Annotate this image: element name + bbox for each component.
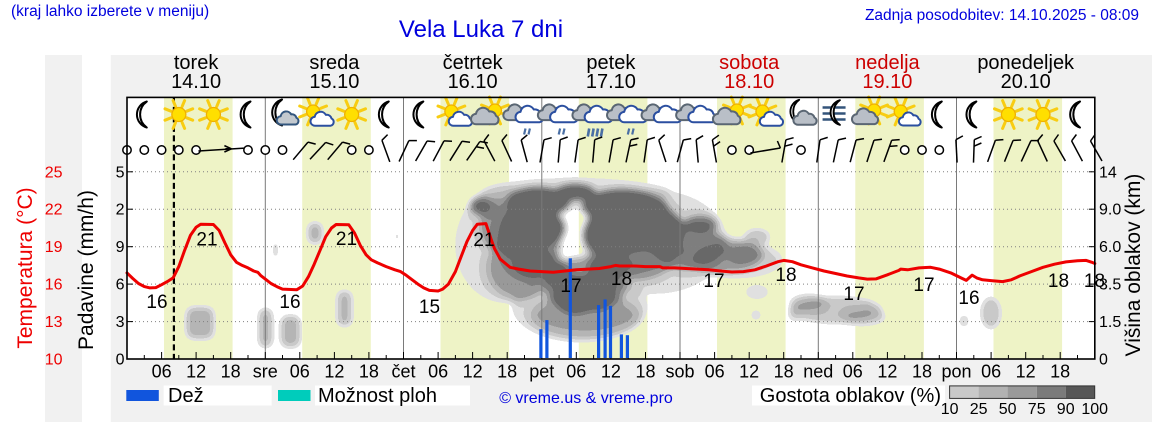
svg-text:16: 16	[45, 277, 63, 294]
svg-text:20.10: 20.10	[1001, 71, 1051, 93]
svg-text:17: 17	[843, 284, 864, 305]
svg-text:nedelja: nedelja	[855, 52, 920, 74]
svg-text:sobota: sobota	[719, 52, 780, 74]
svg-text:18: 18	[497, 362, 517, 382]
svg-text:9: 9	[116, 239, 125, 256]
svg-text:18: 18	[635, 362, 655, 382]
svg-text:12: 12	[601, 362, 621, 382]
svg-text:Zadnja posodobitev: 14.10.2025: Zadnja posodobitev: 14.10.2025 - 08:09	[865, 7, 1139, 24]
svg-text:15: 15	[419, 297, 440, 318]
svg-text:21: 21	[336, 229, 357, 250]
svg-text:18.10: 18.10	[724, 71, 774, 93]
svg-text:ponedeljek: ponedeljek	[977, 52, 1075, 74]
svg-text:16.10: 16.10	[448, 71, 498, 93]
svg-text:0: 0	[116, 352, 125, 369]
svg-text:22: 22	[45, 202, 63, 219]
svg-text:16: 16	[279, 292, 300, 313]
svg-text:(kraj lahko izberete v meniju): (kraj lahko izberete v meniju)	[11, 3, 209, 20]
svg-text:12: 12	[1016, 362, 1036, 382]
svg-text:12: 12	[877, 362, 897, 382]
svg-text:17: 17	[913, 275, 934, 296]
svg-text:četrtek: četrtek	[443, 52, 504, 74]
svg-text:6.0: 6.0	[1099, 239, 1121, 256]
svg-text:18: 18	[775, 265, 796, 286]
svg-text:17.10: 17.10	[586, 71, 636, 93]
svg-text:100: 100	[1081, 401, 1108, 418]
svg-text:Gostota oblakov (%): Gostota oblakov (%)	[760, 385, 941, 407]
svg-text:ned: ned	[803, 362, 833, 382]
svg-text:12: 12	[324, 362, 344, 382]
svg-text:18: 18	[912, 362, 932, 382]
svg-text:50: 50	[999, 401, 1017, 418]
svg-text:6: 6	[116, 277, 125, 294]
svg-text:čet: čet	[391, 362, 415, 382]
svg-text:pon: pon	[941, 362, 971, 382]
svg-text:3.5: 3.5	[1099, 277, 1121, 294]
svg-text:06: 06	[290, 362, 310, 382]
svg-text:pet: pet	[529, 362, 554, 382]
svg-text:14.10: 14.10	[171, 71, 221, 93]
svg-text:06: 06	[428, 362, 448, 382]
svg-text:Padavine (mm/h): Padavine (mm/h)	[75, 190, 98, 350]
svg-text:06: 06	[152, 362, 172, 382]
svg-text:17: 17	[703, 271, 724, 292]
svg-text:12: 12	[463, 362, 483, 382]
svg-text:90: 90	[1057, 401, 1075, 418]
svg-text:25: 25	[970, 401, 988, 418]
svg-text:21: 21	[473, 230, 494, 251]
svg-text:9.0: 9.0	[1099, 202, 1121, 219]
svg-text:13: 13	[45, 314, 63, 331]
svg-text:Višina oblakov (km): Višina oblakov (km)	[1122, 174, 1145, 357]
svg-text:1.5: 1.5	[1099, 314, 1121, 331]
svg-text:75: 75	[1028, 401, 1046, 418]
svg-text:Temperatura (°C): Temperatura (°C)	[14, 187, 37, 348]
svg-text:18: 18	[774, 362, 794, 382]
svg-text:sreda: sreda	[309, 52, 360, 74]
svg-text:18: 18	[359, 362, 379, 382]
svg-text:5: 5	[116, 164, 125, 181]
svg-text:18: 18	[1050, 362, 1070, 382]
svg-text:12: 12	[186, 362, 206, 382]
svg-text:16: 16	[958, 288, 979, 309]
svg-text:Vela Luka 7 dni: Vela Luka 7 dni	[399, 16, 563, 43]
svg-text:18: 18	[611, 269, 632, 290]
svg-text:16: 16	[146, 292, 167, 313]
svg-text:0: 0	[1099, 352, 1108, 369]
svg-text:15.10: 15.10	[309, 71, 359, 93]
svg-text:© vreme.us & vreme.pro: © vreme.us & vreme.pro	[499, 390, 673, 407]
svg-text:torek: torek	[174, 52, 219, 74]
svg-text:2: 2	[116, 202, 125, 219]
svg-text:06: 06	[566, 362, 586, 382]
svg-text:14: 14	[1099, 164, 1117, 181]
svg-text:17: 17	[560, 276, 581, 297]
svg-text:3: 3	[116, 314, 125, 331]
svg-text:12: 12	[739, 362, 759, 382]
svg-text:sob: sob	[665, 362, 694, 382]
svg-text:06: 06	[843, 362, 863, 382]
svg-text:18: 18	[1048, 271, 1069, 292]
svg-text:19.10: 19.10	[862, 71, 912, 93]
svg-text:10: 10	[45, 352, 63, 369]
svg-text:18: 18	[221, 362, 241, 382]
svg-text:21: 21	[196, 230, 217, 251]
svg-text:19: 19	[45, 239, 63, 256]
svg-text:sre: sre	[253, 362, 278, 382]
svg-text:Dež: Dež	[168, 385, 204, 407]
svg-text:06: 06	[705, 362, 725, 382]
svg-text:Možnost ploh: Možnost ploh	[318, 385, 437, 407]
svg-text:10: 10	[941, 401, 959, 418]
svg-text:06: 06	[981, 362, 1001, 382]
svg-text:petek: petek	[586, 52, 636, 74]
svg-text:25: 25	[45, 164, 63, 181]
